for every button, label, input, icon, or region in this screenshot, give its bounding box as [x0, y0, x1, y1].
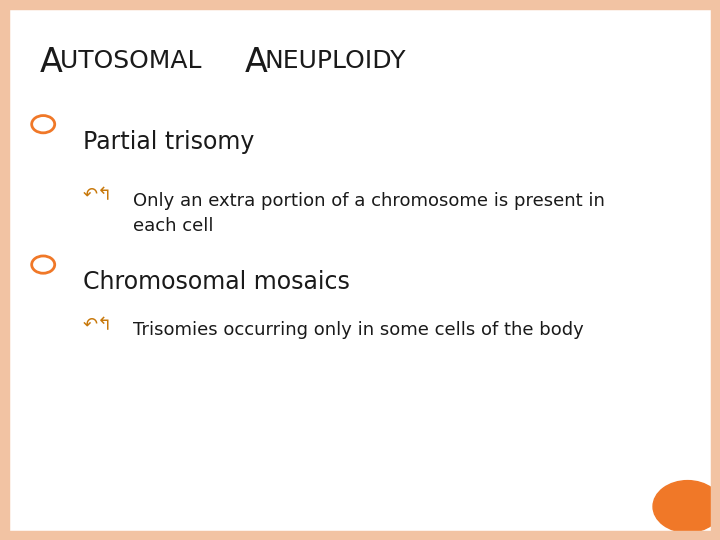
Text: A: A	[245, 46, 268, 79]
Text: NEUPLOIDY: NEUPLOIDY	[265, 49, 407, 72]
Text: Trisomies occurring only in some cells of the body: Trisomies occurring only in some cells o…	[133, 321, 584, 339]
Text: 26: 26	[675, 517, 691, 530]
Circle shape	[653, 481, 720, 532]
Text: A: A	[40, 46, 63, 79]
Text: Only an extra portion of a chromosome is present in
each cell: Only an extra portion of a chromosome is…	[133, 192, 605, 235]
Text: ↶↰: ↶↰	[83, 316, 113, 334]
Text: UTOSOMAL: UTOSOMAL	[60, 49, 210, 72]
Text: ↶↰: ↶↰	[83, 186, 113, 204]
Text: Chromosomal mosaics: Chromosomal mosaics	[83, 270, 350, 294]
Text: Partial trisomy: Partial trisomy	[83, 130, 254, 153]
